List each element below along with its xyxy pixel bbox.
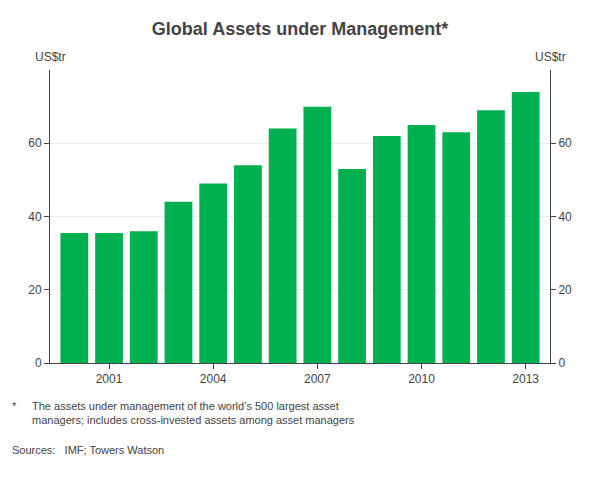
svg-text:2004: 2004 — [200, 372, 227, 386]
svg-text:2010: 2010 — [408, 372, 435, 386]
svg-text:Sources: IMF; Towers Watson: Sources: IMF; Towers Watson — [12, 444, 164, 456]
svg-text:0: 0 — [558, 356, 565, 370]
svg-text:Global Assets under Management: Global Assets under Management* — [152, 19, 448, 39]
svg-text:0: 0 — [35, 356, 42, 370]
svg-text:60: 60 — [558, 136, 572, 150]
svg-text:2007: 2007 — [304, 372, 331, 386]
svg-text:60: 60 — [28, 136, 42, 150]
svg-text:US$tr: US$tr — [35, 50, 66, 64]
svg-text:The assets under management of: The assets under management of the world… — [32, 400, 355, 426]
svg-text:2013: 2013 — [512, 372, 539, 386]
svg-text:*: * — [12, 400, 17, 412]
svg-text:2001: 2001 — [96, 372, 123, 386]
svg-text:40: 40 — [28, 210, 42, 224]
svg-text:US$tr: US$tr — [535, 50, 566, 64]
svg-text:20: 20 — [28, 283, 42, 297]
svg-text:40: 40 — [558, 210, 572, 224]
svg-text:20: 20 — [558, 283, 572, 297]
